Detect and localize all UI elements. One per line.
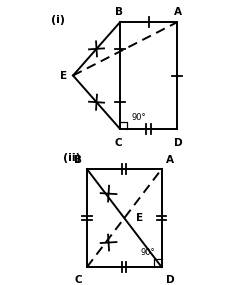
Text: A: A	[174, 7, 182, 17]
Text: (i): (i)	[51, 15, 66, 25]
Text: C: C	[115, 138, 123, 148]
Text: D: D	[174, 138, 183, 148]
Text: 90°: 90°	[141, 248, 155, 256]
Text: B: B	[115, 7, 123, 17]
Text: A: A	[166, 154, 174, 164]
Text: E: E	[60, 70, 67, 81]
Text: C: C	[75, 275, 82, 285]
Text: B: B	[74, 154, 82, 164]
Text: D: D	[166, 275, 175, 285]
Text: 90°: 90°	[132, 113, 146, 122]
Text: (ii): (ii)	[63, 153, 80, 163]
Text: E: E	[136, 213, 143, 223]
